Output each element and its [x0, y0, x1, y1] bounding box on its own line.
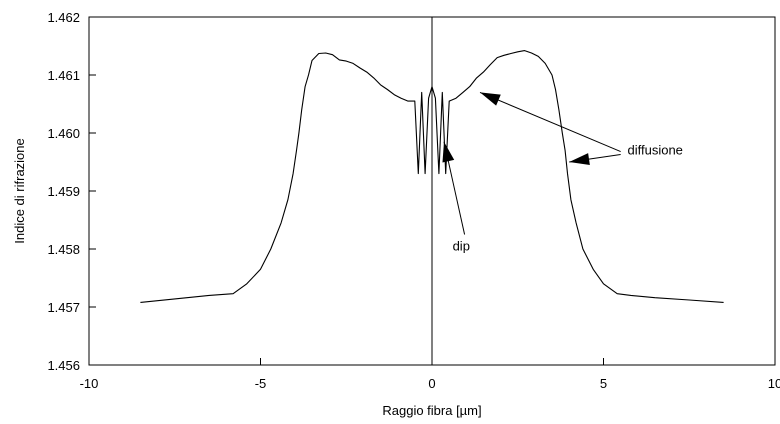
y-tick-label: 1.456 — [47, 358, 80, 373]
arrowhead — [480, 92, 501, 106]
y-tick-label: 1.459 — [47, 184, 80, 199]
y-tick-label: 1.458 — [47, 242, 80, 257]
annotation-label: diffusione — [628, 142, 683, 157]
y-tick-label: 1.457 — [47, 300, 80, 315]
arrowhead — [442, 141, 455, 163]
x-tick-label: 10 — [768, 376, 780, 391]
annotation-label: dip — [453, 239, 470, 254]
y-tick-label: 1.460 — [47, 126, 80, 141]
arrowhead — [569, 153, 590, 166]
x-tick-label: -10 — [80, 376, 99, 391]
y-tick-label: 1.461 — [47, 68, 80, 83]
y-axis-label: Indice di rifrazione — [12, 138, 27, 244]
annotation-arrow — [479, 91, 621, 153]
x-tick-label: -5 — [255, 376, 267, 391]
x-tick-label: 5 — [600, 376, 607, 391]
y-tick-label: 1.462 — [47, 10, 80, 25]
x-tick-label: 0 — [428, 376, 435, 391]
x-axis-label: Raggio fibra [µm] — [382, 403, 481, 418]
